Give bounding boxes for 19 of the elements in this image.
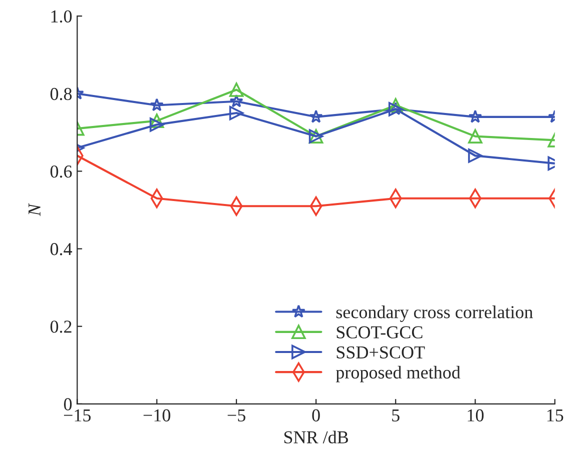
legend-label: proposed method [336, 366, 460, 382]
y-tick-label: 0.6 [50, 165, 72, 178]
x-tick-label: −5 [228, 409, 246, 422]
y-tick-label: 0.2 [50, 320, 72, 333]
x-axis-title: SNR /dB [284, 430, 348, 444]
y-tick-label: 0.8 [50, 88, 72, 100]
x-tick-label: −15 [64, 409, 91, 422]
legend-label: SCOT-GCC [336, 326, 422, 338]
legend-label: SSD+SCOT [336, 346, 425, 358]
x-tick-label: 10 [468, 409, 484, 422]
y-axis-title: N [28, 203, 40, 216]
x-tick-label: 0 [312, 409, 320, 422]
y-tick-label: 1.0 [51, 10, 72, 23]
legend-label: secondary cross correlation [336, 306, 533, 322]
y-tick-label: 0.4 [50, 243, 72, 256]
x-tick-label: 5 [392, 409, 400, 422]
y-tick-label: 0 [64, 398, 72, 410]
x-tick-label: 15 [547, 409, 564, 422]
x-tick-label: −10 [144, 409, 170, 422]
